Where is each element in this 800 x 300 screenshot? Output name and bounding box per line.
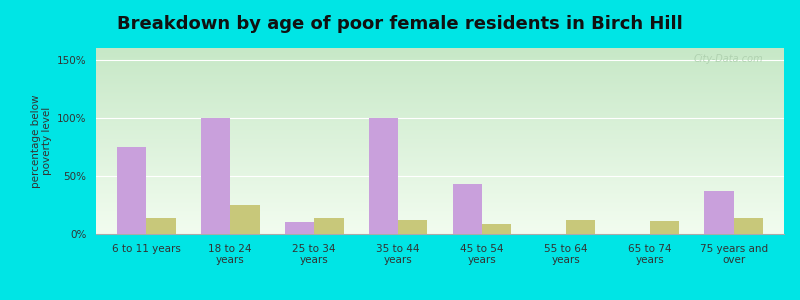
Bar — [398, 220, 427, 234]
Text: Breakdown by age of poor female residents in Birch Hill: Breakdown by age of poor female resident… — [117, 15, 683, 33]
Bar — [230, 205, 260, 234]
Y-axis label: percentage below
poverty level: percentage below poverty level — [31, 94, 53, 188]
Bar — [285, 222, 314, 234]
Text: City-Data.com: City-Data.com — [694, 54, 763, 64]
Bar — [734, 218, 763, 234]
Bar — [482, 224, 511, 234]
Bar — [201, 118, 230, 234]
Bar — [146, 218, 176, 234]
Bar — [369, 118, 398, 234]
Bar — [650, 221, 679, 234]
Bar — [704, 191, 734, 234]
Bar — [314, 218, 343, 234]
Bar — [566, 220, 595, 234]
Bar — [117, 147, 146, 234]
Bar — [453, 184, 482, 234]
